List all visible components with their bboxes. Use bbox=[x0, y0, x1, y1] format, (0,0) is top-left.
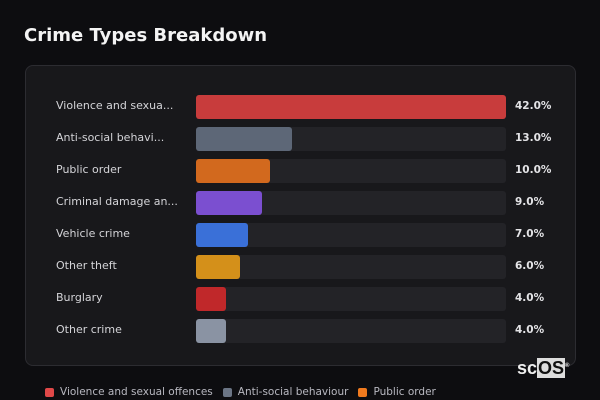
bar-track bbox=[196, 287, 506, 311]
bar-track bbox=[196, 95, 506, 119]
value-label: 4.0% bbox=[515, 292, 545, 304]
bar-row: Burglary 4.0% bbox=[26, 287, 575, 311]
value-label: 7.0% bbox=[515, 228, 545, 240]
value-label: 10.0% bbox=[515, 164, 552, 176]
bar[interactable] bbox=[196, 95, 506, 119]
bar-row: Vehicle crime 7.0% bbox=[26, 223, 575, 247]
value-label: 9.0% bbox=[515, 196, 545, 208]
bar-track bbox=[196, 127, 506, 151]
chart-title: Crime Types Breakdown bbox=[24, 25, 268, 46]
bar-row: Anti-social behavi... 13.0% bbox=[26, 127, 575, 151]
bar-track bbox=[196, 319, 506, 343]
category-label: Other theft bbox=[56, 259, 117, 272]
bar[interactable] bbox=[196, 287, 226, 311]
legend-swatch bbox=[358, 387, 368, 397]
scos-logo: scOS® bbox=[517, 358, 569, 379]
bar-row: Public order 10.0% bbox=[26, 159, 575, 183]
value-label: 13.0% bbox=[515, 132, 552, 144]
bar-row: Other theft 6.0% bbox=[26, 255, 575, 279]
legend-label: Anti-social behaviour bbox=[237, 386, 349, 398]
category-label: Other crime bbox=[56, 323, 122, 336]
bar-row: Violence and sexua... 42.0% bbox=[26, 95, 575, 119]
legend-swatch bbox=[222, 387, 232, 397]
logo-mark: ® bbox=[565, 363, 570, 369]
value-label: 6.0% bbox=[515, 260, 545, 272]
legend-item[interactable]: Public order bbox=[358, 386, 436, 398]
legend-label: Violence and sexual offences bbox=[60, 386, 213, 398]
legend-item[interactable]: Anti-social behaviour bbox=[222, 386, 349, 398]
bar[interactable] bbox=[196, 319, 226, 343]
bar-track bbox=[196, 159, 506, 183]
legend: Violence and sexual offences Anti-social … bbox=[45, 386, 436, 398]
category-label: Anti-social behavi... bbox=[56, 131, 165, 144]
legend-item[interactable]: Violence and sexual offences bbox=[45, 386, 213, 398]
value-label: 4.0% bbox=[515, 324, 545, 336]
legend-swatch bbox=[45, 387, 54, 397]
category-label: Vehicle crime bbox=[56, 227, 130, 240]
category-label: Violence and sexua... bbox=[56, 99, 174, 112]
bar-row: Other crime 4.0% bbox=[26, 319, 575, 343]
bar[interactable] bbox=[196, 255, 241, 279]
bar-row: Criminal damage an... 9.0% bbox=[26, 191, 575, 215]
value-label: 42.0% bbox=[515, 100, 552, 112]
category-label: Criminal damage an... bbox=[56, 195, 178, 208]
logo-text: sc bbox=[517, 358, 538, 378]
logo-text-os: OS bbox=[537, 358, 566, 378]
bar-track bbox=[196, 255, 506, 279]
category-label: Burglary bbox=[56, 291, 103, 304]
bar[interactable] bbox=[196, 127, 292, 151]
bar[interactable] bbox=[196, 159, 270, 183]
legend-label: Public order bbox=[373, 386, 436, 398]
category-label: Public order bbox=[56, 163, 122, 176]
bar[interactable] bbox=[196, 223, 248, 247]
chart-card: Violence and sexua... 42.0% Anti-social b… bbox=[25, 65, 576, 366]
bar-track bbox=[196, 223, 506, 247]
bar[interactable] bbox=[196, 191, 263, 215]
bar-track bbox=[196, 191, 506, 215]
